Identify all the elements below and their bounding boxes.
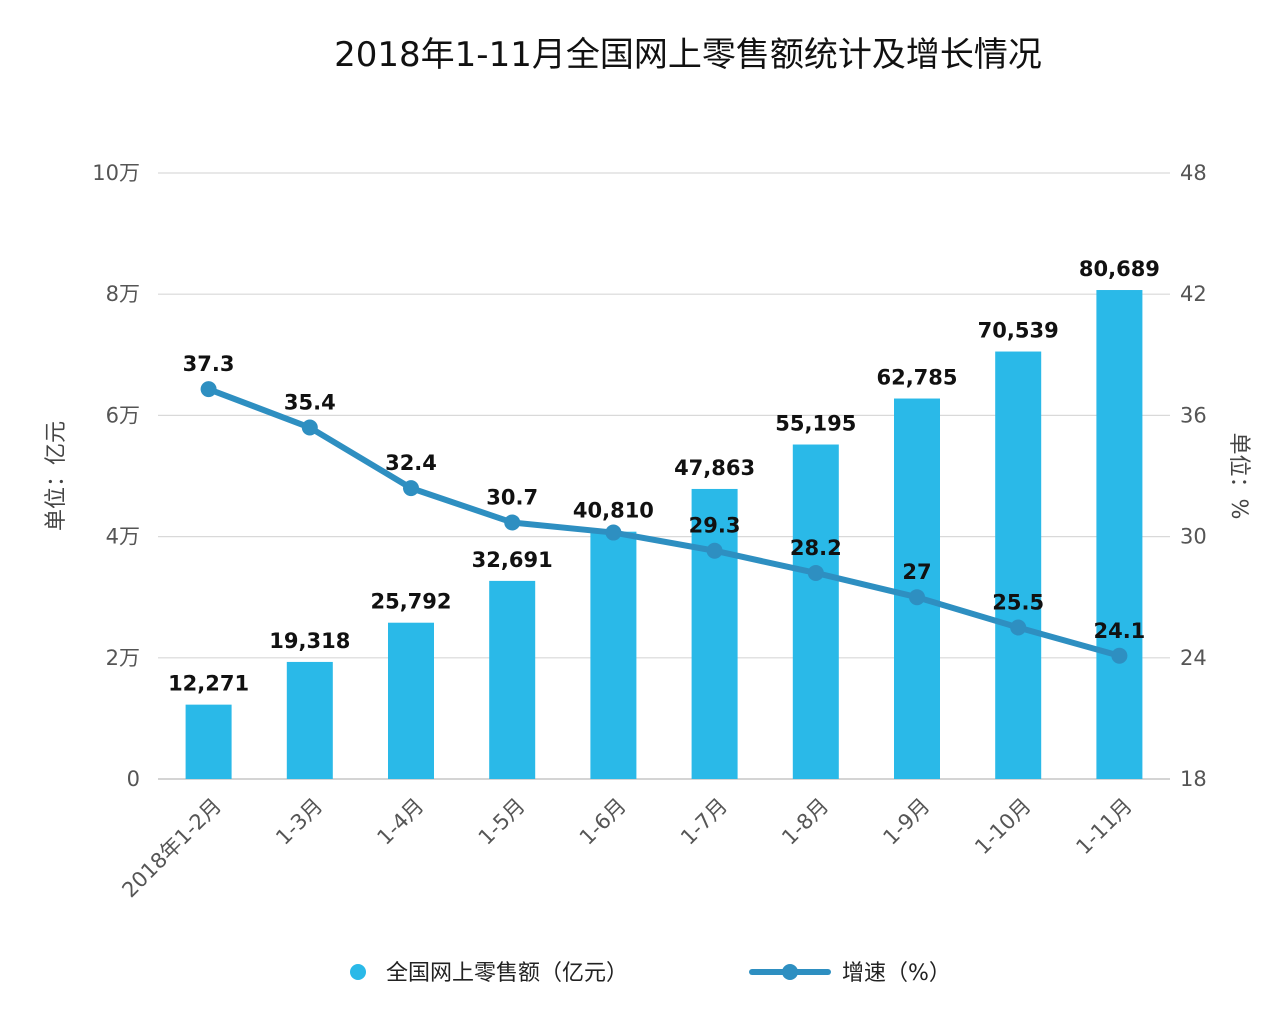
growth-point: [403, 480, 419, 497]
x-tick-label: 1-3月: [271, 794, 327, 850]
bar: [1096, 290, 1143, 779]
left-tick-label: 4万: [106, 525, 140, 549]
growth-point: [909, 589, 925, 606]
growth-line: [205, 386, 1123, 659]
bar-data-labels: 12,271 19,318 25,792 32,691 40,810 47,863 55,1…: [168, 257, 1160, 696]
x-tick-label: 1-8月: [777, 794, 833, 850]
bar-series: [185, 290, 1143, 779]
growth-point: [706, 542, 723, 559]
x-tick-label: 1-7月: [676, 794, 732, 850]
bar-value-label: 55,195: [775, 412, 856, 436]
left-axis-label: 单位：亿元: [44, 421, 69, 531]
x-tick-label: 1-11月: [1071, 794, 1137, 860]
right-tick-label: 18: [1180, 767, 1207, 791]
bar: [286, 661, 333, 779]
left-tick-label: 8万: [106, 282, 140, 306]
x-tick-label: 1-4月: [372, 794, 428, 850]
x-tick-label: 1-9月: [878, 794, 934, 850]
growth-value-label: 30.7: [486, 485, 538, 509]
bar: [185, 704, 232, 779]
x-axis-ticks: 2018年1-2月 1-3月 1-4月 1-5月 1-6月 1-7月 1-8月 1-9月 1-1…: [117, 794, 1137, 903]
legend-bar-swatch: [350, 964, 366, 980]
left-tick-label: 0: [127, 767, 140, 791]
right-tick-label: 42: [1180, 282, 1207, 306]
growth-value-label: 32.4: [385, 451, 437, 475]
left-tick-label: 10万: [92, 161, 140, 185]
bar: [792, 444, 839, 779]
growth-value-label: 35.4: [284, 391, 336, 415]
right-tick-label: 36: [1180, 403, 1207, 427]
legend: 全国网上零售额（亿元） 增速（%）: [350, 961, 951, 986]
right-tick-label: 48: [1180, 161, 1207, 185]
growth-value-label: 28.2: [790, 536, 842, 560]
growth-point: [605, 524, 622, 541]
growth-point: [301, 419, 318, 436]
x-tick-label: 1-6月: [575, 794, 631, 850]
bar: [590, 531, 637, 779]
right-axis-ticks: 18 24 30 36 42 48: [1180, 161, 1207, 791]
growth-point: [807, 564, 824, 581]
bar-value-label: 80,689: [1079, 257, 1160, 281]
legend-line-label: 增速（%）: [842, 961, 951, 986]
chart-title: 2018年1-11月全国网上零售额统计及增长情况: [334, 35, 1042, 75]
growth-point: [1010, 619, 1027, 636]
bar-value-label: 70,539: [978, 319, 1059, 343]
line-series: [200, 381, 1128, 664]
legend-line-marker: [782, 964, 798, 980]
left-tick-label: 6万: [106, 403, 140, 427]
x-tick-label: 1-5月: [474, 794, 530, 850]
growth-value-label: 24.1: [1093, 619, 1145, 643]
right-tick-label: 30: [1180, 525, 1207, 549]
bar: [691, 488, 738, 779]
bar-value-label: 12,271: [168, 672, 249, 696]
bar: [388, 622, 434, 779]
bar: [995, 351, 1042, 779]
bar-value-label: 19,318: [269, 629, 350, 653]
growth-value-label: 27: [902, 560, 931, 584]
legend-bar-label: 全国网上零售额（亿元）: [386, 961, 628, 986]
line-data-labels: 37.3 35.4 32.4 30.7 29.3 28.2 27 25.5 24.1: [183, 352, 1146, 643]
growth-point: [504, 514, 521, 531]
right-axis-label: 单位：%: [1226, 433, 1251, 520]
bar-value-label: 32,691: [472, 548, 553, 572]
growth-value-label: 37.3: [183, 352, 235, 376]
growth-point: [1111, 647, 1128, 664]
growth-point: [200, 381, 217, 398]
bar-value-label: 47,863: [674, 456, 755, 480]
bar: [489, 580, 536, 779]
growth-value-label: 25.5: [992, 591, 1044, 615]
left-tick-label: 2万: [106, 646, 140, 670]
right-tick-label: 24: [1180, 646, 1207, 670]
left-axis-ticks: 0 2万 4万 6万 8万 10万: [92, 161, 140, 791]
bar-value-label: 62,785: [876, 366, 957, 390]
growth-value-label: 29.3: [689, 514, 741, 538]
bar-value-label: 40,810: [573, 499, 654, 523]
bar-value-label: 25,792: [370, 590, 451, 614]
bar: [894, 398, 940, 779]
x-tick-label: 2018年1-2月: [117, 794, 226, 903]
x-tick-label: 1-10月: [970, 794, 1036, 860]
